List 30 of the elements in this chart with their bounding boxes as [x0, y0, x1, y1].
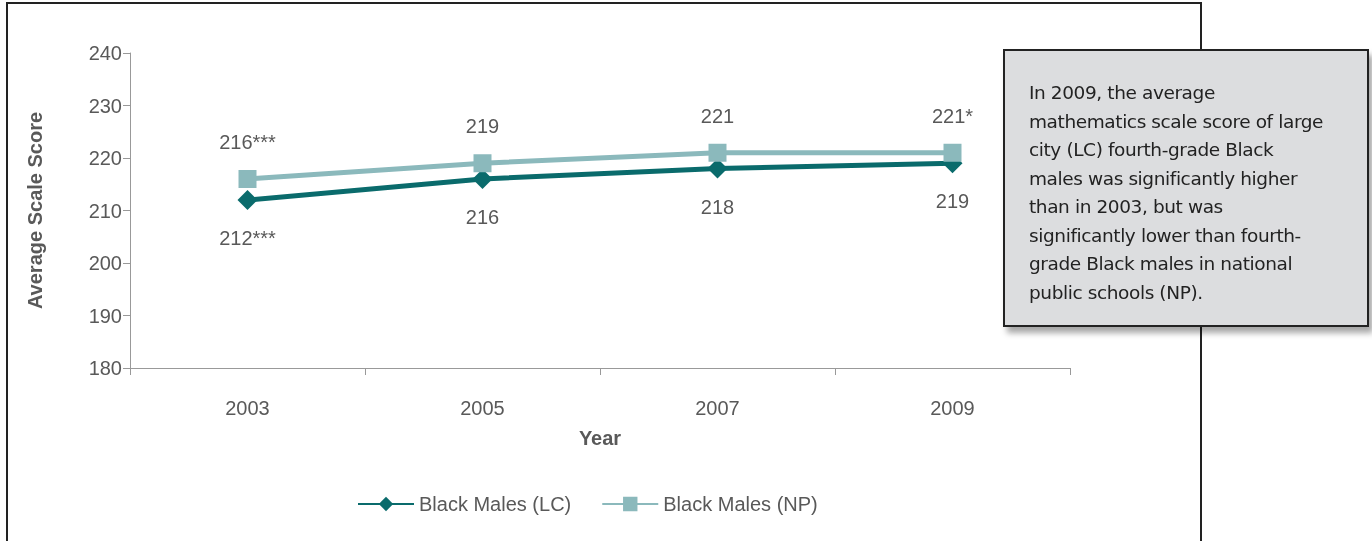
y-tick-label: 180: [88, 357, 122, 379]
x-tick-label: 2009: [930, 397, 975, 419]
y-tick-label: 210: [88, 199, 122, 222]
point: [237, 190, 258, 210]
y-tick-label: 220: [88, 147, 122, 169]
y-tick-label: 200: [88, 252, 122, 274]
legend-label: Black Males (LC): [419, 493, 572, 515]
point: [472, 169, 493, 189]
data-label: 218: [700, 195, 735, 218]
point: [473, 154, 492, 173]
y-tick-label: 230: [88, 94, 122, 117]
data-label: 221*: [931, 104, 974, 127]
legend-label: Black Males (NP): [663, 493, 818, 515]
y-tick-label: 190: [88, 304, 122, 327]
y-tick-label: 240: [88, 42, 122, 64]
x-tick-label: 2005: [460, 397, 505, 419]
x-axis-title: Year: [578, 427, 622, 449]
data-label: 221: [700, 104, 735, 127]
point: [708, 143, 727, 162]
y-axis-title: Average Scale Score: [24, 111, 46, 310]
x-tick-label: 2007: [695, 397, 740, 419]
point: [943, 143, 962, 162]
data-label: 216***: [219, 131, 277, 153]
x-tick-label: 2003: [225, 397, 270, 419]
data-label: 219: [465, 115, 500, 138]
data-label: 216: [465, 206, 500, 228]
data-label: 219: [935, 190, 970, 213]
data-label: 212***: [219, 227, 277, 249]
note-box: In 2009, the average mathematics scale score of large city (LC) fourth-grade Black males was significantly higher than in 2003, but was significantly lower than fourth-grade Black males in national public schools (NP).: [1003, 49, 1369, 327]
point: [238, 170, 257, 188]
